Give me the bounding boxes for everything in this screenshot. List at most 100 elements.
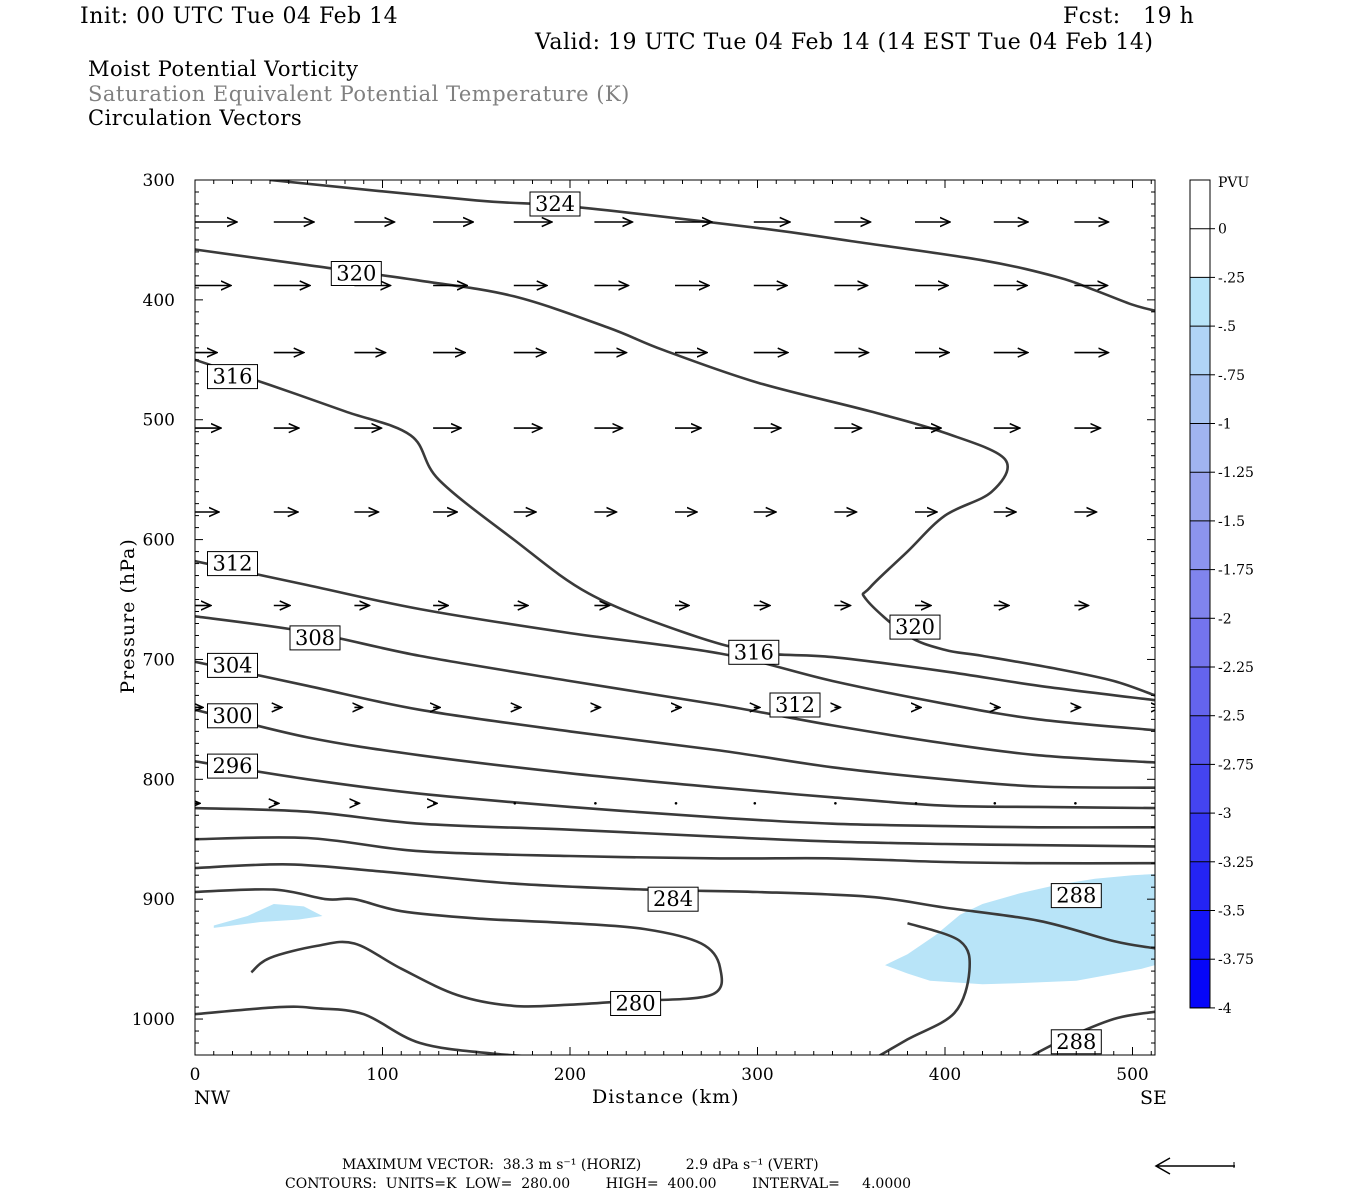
colorbar-level-label: -3 <box>1218 806 1232 822</box>
contour-label-1: 320 <box>336 262 376 286</box>
contour-276-17 <box>195 1005 534 1055</box>
colorbar-level-label: -2 <box>1218 611 1232 627</box>
contour-label-4: 316 <box>734 640 774 664</box>
contour-label-2: 320 <box>895 615 935 639</box>
contour-label-8: 304 <box>212 653 252 677</box>
y-tick-label: 400 <box>143 291 175 311</box>
colorbar-cell <box>1190 861 1210 911</box>
footer-contours: CONTOURS: UNITS=K LOW= 280.00 HIGH= 400.… <box>285 1176 912 1192</box>
colorbar-level-label: -2.75 <box>1218 757 1254 773</box>
vector-dot <box>753 802 757 805</box>
x-tick-label: 500 <box>1116 1065 1148 1085</box>
colorbar-level-label: -.5 <box>1218 319 1236 335</box>
contour-label-9: 300 <box>212 704 252 728</box>
contour-label-box-1 <box>330 261 382 286</box>
field-title-thetae: Saturation Equivalent Potential Temperat… <box>88 82 630 106</box>
colorbar-cell <box>1190 959 1210 1008</box>
colorbar-cell <box>1190 520 1210 570</box>
contour-label-box-12 <box>1050 883 1102 909</box>
y-axis-title: Pressure (hPa) <box>117 538 139 694</box>
contour-324-0 <box>269 180 1155 312</box>
footer-max-vector: MAXIMUM VECTOR: 38.3 m s⁻¹ (HORIZ) 2.9 d… <box>342 1157 819 1173</box>
field-title-mpv: Moist Potential Vorticity <box>88 57 359 81</box>
x-tick-label: 100 <box>366 1065 398 1085</box>
contour-284-13 <box>195 863 1155 950</box>
colorbar-level-label: -3.75 <box>1218 952 1254 968</box>
colorbar-cell <box>1190 326 1210 375</box>
vector-dot <box>674 802 678 805</box>
y-tick-label: 900 <box>143 890 175 910</box>
contour-304-8 <box>195 660 1155 789</box>
vector-dot <box>993 802 997 805</box>
contour-label-box-8 <box>207 652 258 678</box>
y-tick-label: 1000 <box>132 1010 175 1030</box>
colorbar-cell <box>1190 374 1210 424</box>
x-right-end-label: SE <box>1140 1087 1167 1109</box>
colorbar-level-label: -4 <box>1218 1001 1232 1017</box>
contour-label-7: 308 <box>295 626 335 650</box>
vector-dot <box>513 802 517 805</box>
init-time: Init: 00 UTC Tue 04 Feb 14 <box>80 4 399 29</box>
contour-292-11 <box>195 806 1155 848</box>
contour-288-15 <box>877 921 972 1055</box>
colorbar-cell <box>1190 618 1210 667</box>
colorbar-level-label: -3.25 <box>1218 855 1254 871</box>
contour-288-12 <box>195 836 1155 865</box>
vector-dot <box>1074 802 1077 805</box>
contour-label-box-0 <box>529 191 581 217</box>
colorbar-cell <box>1190 423 1210 473</box>
contour-label-5: 312 <box>212 552 252 576</box>
forecast-hour: Fcst: 19 h <box>1063 4 1195 29</box>
vectors <box>195 222 1155 805</box>
pv-shade-region-0 <box>213 904 323 928</box>
reference-vector <box>1154 1157 1235 1175</box>
contour-320-1 <box>195 248 1155 697</box>
contour-label-box-3 <box>207 364 258 390</box>
contour-280-14 <box>195 888 724 1008</box>
y-tick-label: 300 <box>143 171 175 191</box>
contour-label-box-2 <box>889 614 941 640</box>
contour-label-14: 280 <box>616 992 656 1016</box>
contour-label-box-4 <box>728 639 780 665</box>
colorbar-cell <box>1190 180 1210 229</box>
colorbar-cell <box>1190 667 1210 716</box>
contour-288-16 <box>1030 1010 1155 1055</box>
colorbar-level-label: -1.25 <box>1218 465 1254 481</box>
contour-296-10 <box>195 760 1155 829</box>
colorbar-level-label: -.75 <box>1218 368 1245 384</box>
y-tick-label: 600 <box>143 531 175 551</box>
colorbar-level-label: -2.5 <box>1218 709 1245 725</box>
contour-label-box-10 <box>207 753 258 779</box>
vector-dot <box>834 802 837 805</box>
field-title-vectors: Circulation Vectors <box>88 106 303 130</box>
colorbar-level-label: 0 <box>1218 222 1227 238</box>
colorbar-cell <box>1190 813 1210 862</box>
contour-labels: 324 320 320 316 316 312 312 308 304 300 296 288 284 2… <box>207 191 1102 1055</box>
x-left-end-label: NW <box>194 1087 231 1109</box>
x-tick-label: 0 <box>190 1065 201 1085</box>
contour-label-15: 288 <box>1056 1030 1096 1054</box>
contour-label-10: 296 <box>212 754 252 778</box>
colorbar-title: PVU <box>1218 175 1250 191</box>
contour-300-9 <box>195 708 1155 810</box>
vector-dot <box>914 802 918 805</box>
contour-label-box-13 <box>647 886 699 912</box>
colorbar-level-label: -1 <box>1218 417 1232 433</box>
contour-label-3: 316 <box>212 365 252 389</box>
contour-label-13: 284 <box>653 887 693 911</box>
y-tick-label: 800 <box>143 770 175 790</box>
colorbar-cell <box>1190 277 1210 327</box>
colorbar-cell <box>1190 715 1210 765</box>
contour-label-0: 324 <box>535 192 575 216</box>
contour-label-box-7 <box>289 625 341 651</box>
contour-308-7 <box>195 615 1155 764</box>
y-tick-label: 700 <box>143 651 175 671</box>
x-tick-label: 200 <box>554 1065 586 1085</box>
contour-label-box-5 <box>207 551 258 577</box>
x-axis-title: Distance (km) <box>592 1086 740 1108</box>
colorbar-level-label: -2.25 <box>1218 660 1254 676</box>
contour-label-box-6 <box>769 692 821 718</box>
colorbar-level-label: -.25 <box>1218 270 1245 286</box>
colorbar-cell <box>1190 764 1210 814</box>
colorbar-cell <box>1190 472 1210 521</box>
